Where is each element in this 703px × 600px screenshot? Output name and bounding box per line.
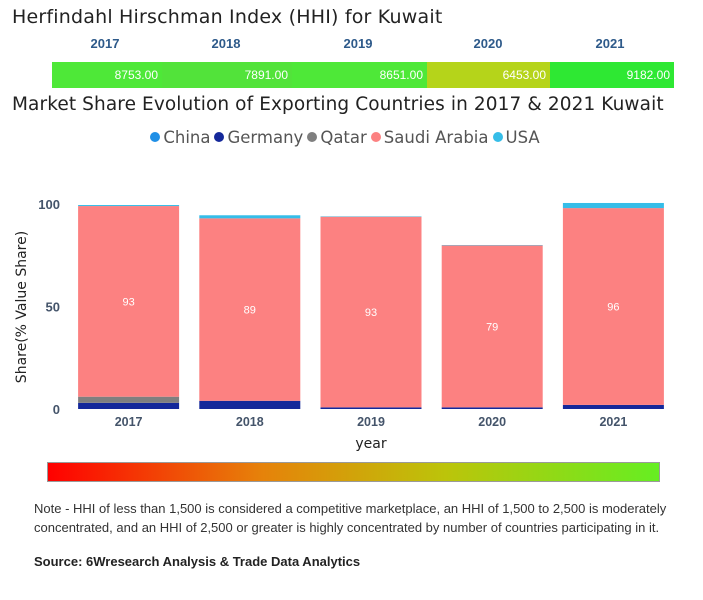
y-axis-title: Share(% Value Share) xyxy=(14,231,30,383)
hhi-cell-2017: 8753.00 xyxy=(52,62,162,88)
data-label: 79 xyxy=(486,321,498,333)
bar-segment-saudi-arabia xyxy=(441,245,543,408)
hhi-year-row: 2017 2018 2019 2020 2021 xyxy=(52,36,674,56)
hhi-color-scale xyxy=(47,462,660,482)
legend-item: USA xyxy=(492,128,540,147)
bar-segment-usa xyxy=(199,215,301,219)
data-label: 89 xyxy=(244,305,256,317)
hhi-year-label: 2018 xyxy=(211,36,241,51)
bar-segment-saudi-arabia xyxy=(562,208,664,405)
bar-segment-usa xyxy=(562,202,664,209)
x-tick-label: 2020 xyxy=(478,415,506,429)
data-label: 93 xyxy=(122,296,134,308)
x-tick-label: 2018 xyxy=(236,415,264,429)
legend-dot-icon xyxy=(492,132,503,142)
y-tick-label: 0 xyxy=(53,402,60,417)
y-tick-label: 50 xyxy=(46,300,60,315)
x-axis-title: year xyxy=(355,436,386,452)
legend-dot-icon xyxy=(307,132,318,142)
data-label: 96 xyxy=(607,302,619,314)
x-tick-label: 2021 xyxy=(599,415,627,429)
x-tick-label: 2019 xyxy=(357,415,385,429)
legend-item: Qatar xyxy=(307,128,367,147)
legend-label: USA xyxy=(505,128,540,147)
footnote: Note - HHI of less than 1,500 is conside… xyxy=(34,501,667,535)
chart-legend: China Germany Qatar Saudi Arabia USA xyxy=(0,128,690,147)
bar-segment-usa xyxy=(78,205,180,207)
legend-label: Saudi Arabia xyxy=(383,128,489,147)
hhi-year-label: 2019 xyxy=(343,36,373,51)
chart-title: Market Share Evolution of Exporting Coun… xyxy=(12,94,664,115)
hhi-cell-2019: 8651.00 xyxy=(292,62,427,88)
bar-segment-germany xyxy=(441,407,543,409)
bar-segment-germany xyxy=(562,404,664,409)
data-label: 93 xyxy=(365,307,377,319)
bar-segment-germany xyxy=(78,402,180,409)
hhi-cell-2018: 7891.00 xyxy=(162,62,292,88)
bar-segment-saudi-arabia xyxy=(320,216,422,408)
hhi-title: Herfindahl Hirschman Index (HHI) for Kuw… xyxy=(12,6,443,28)
bar-segment-saudi-arabia xyxy=(199,218,301,401)
stacked-bar-chart: 0 50 100 Share(% Value Share) 93 2017 89 2018 93… xyxy=(14,197,664,452)
source-line: Source: 6Wresearch Analysis & Trade Data… xyxy=(34,554,361,569)
bar-segment-saudi-arabia xyxy=(78,206,180,397)
legend-label: Qatar xyxy=(320,128,367,147)
legend-dot-icon xyxy=(214,132,225,142)
hhi-year-label: 2020 xyxy=(473,36,503,51)
hhi-year-label: 2017 xyxy=(90,36,120,51)
hhi-cell-2020: 6453.00 xyxy=(427,62,550,88)
bar-segment-germany xyxy=(199,400,301,409)
hhi-year-label: 2021 xyxy=(595,36,625,51)
x-tick-label: 2017 xyxy=(115,415,143,429)
legend-item: Germany xyxy=(214,128,303,147)
legend-label: China xyxy=(163,128,211,147)
bar-segment-germany xyxy=(320,407,422,409)
legend-dot-icon xyxy=(370,132,381,142)
legend-item: Saudi Arabia xyxy=(370,128,489,147)
bar-segment-qatar xyxy=(78,396,180,403)
legend-label: Germany xyxy=(227,128,304,147)
hhi-value-bar: 8753.00 7891.00 8651.00 6453.00 9182.00 xyxy=(52,62,674,88)
legend-item: China xyxy=(150,128,210,147)
legend-dot-icon xyxy=(150,132,161,142)
hhi-cell-2021: 9182.00 xyxy=(550,62,674,88)
y-tick-label: 100 xyxy=(38,197,60,212)
